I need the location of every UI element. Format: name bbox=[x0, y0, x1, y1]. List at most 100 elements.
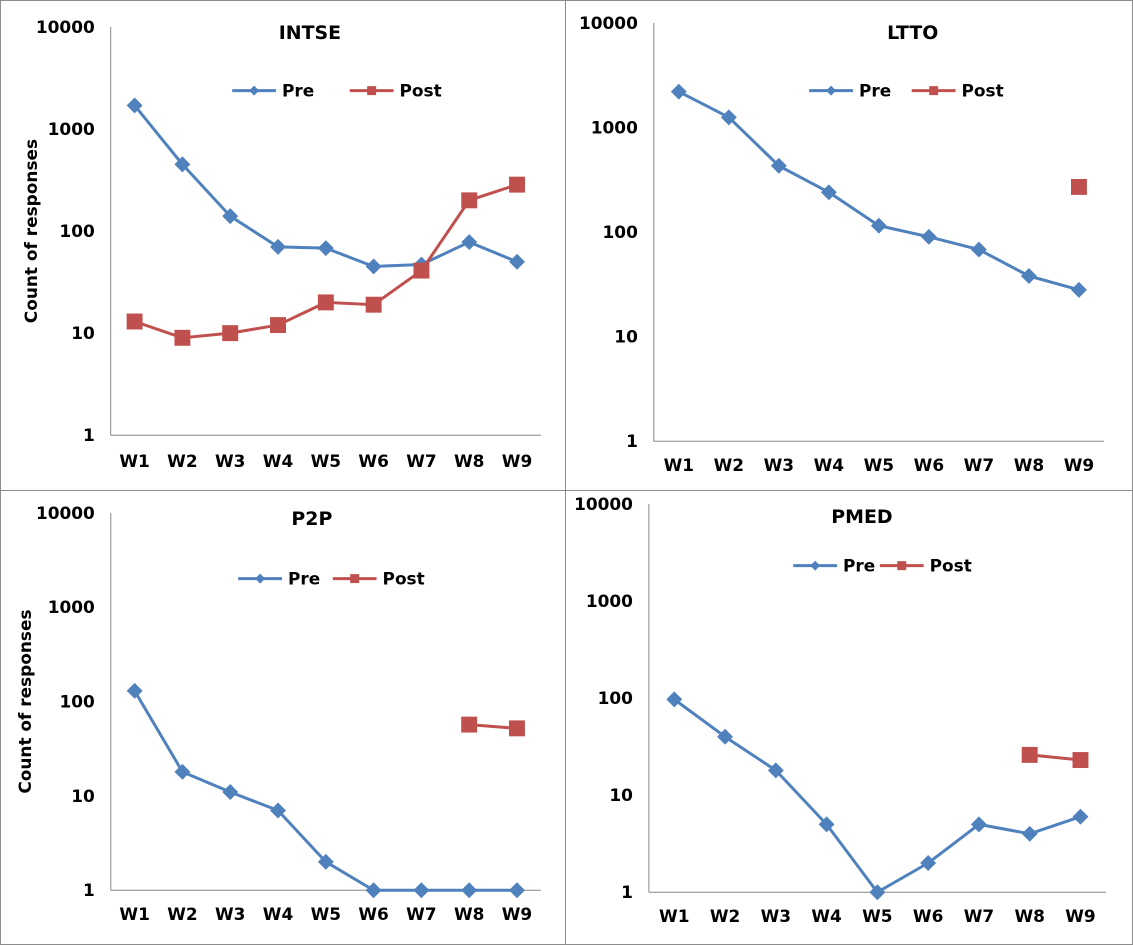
data-point-post bbox=[365, 296, 382, 313]
legend-entry-pre: Pre bbox=[238, 569, 320, 589]
series-line-post bbox=[134, 183, 518, 340]
y-tick-label: 100 bbox=[59, 221, 94, 241]
legend-entry-post: Post bbox=[911, 81, 1004, 101]
chart-title: LTTO bbox=[887, 22, 938, 44]
data-point-pre bbox=[174, 763, 191, 780]
data-point-pre bbox=[222, 784, 239, 800]
data-point-post bbox=[126, 313, 143, 330]
y-tick-label: 100 bbox=[60, 692, 95, 712]
data-point-post bbox=[413, 262, 430, 279]
y-tick-label: 1 bbox=[83, 880, 95, 900]
y-tick-label: 10000 bbox=[579, 13, 638, 33]
data-point-pre bbox=[1021, 825, 1038, 842]
data-point-pre bbox=[1072, 808, 1089, 825]
svg-text:Post: Post bbox=[962, 81, 1004, 101]
y-tick-label: 10 bbox=[609, 785, 633, 805]
x-tick-label: W7 bbox=[964, 906, 994, 926]
data-point-pre bbox=[717, 728, 734, 745]
x-tick-label: W1 bbox=[664, 455, 694, 475]
x-tick-label: W6 bbox=[358, 904, 388, 924]
x-tick-label: W5 bbox=[311, 904, 341, 924]
data-point-pre bbox=[770, 157, 787, 174]
x-tick-label: W1 bbox=[119, 904, 149, 924]
x-tick-label: W8 bbox=[454, 904, 484, 924]
chart-svg: 1 10 100 1000 10000 W1 W2 W3 W4 W5 W6 W7 W8 W9 INTSE Co… bbox=[21, 17, 541, 471]
x-tick-label: W9 bbox=[502, 451, 532, 471]
x-tick-label: W6 bbox=[913, 906, 943, 926]
data-point-post bbox=[461, 716, 478, 733]
svg-text:Post: Post bbox=[383, 569, 425, 589]
chart-title: PMED bbox=[831, 506, 892, 528]
y-tick-label: 10000 bbox=[574, 494, 633, 514]
chart-panel-intse: 1 10 100 1000 10000 W1 W2 W3 W4 W5 W6 W7 W8 W9 INTSE Co… bbox=[0, 0, 566, 491]
series-line-post bbox=[1029, 753, 1081, 762]
x-tick-label: W2 bbox=[714, 455, 744, 475]
y-tick-label: 1 bbox=[621, 882, 633, 902]
data-point-pre bbox=[666, 691, 683, 708]
data-point-pre bbox=[970, 241, 987, 258]
x-tick-label: W3 bbox=[761, 906, 791, 926]
svg-text:Pre: Pre bbox=[288, 569, 320, 589]
series-line-pre bbox=[673, 698, 1081, 894]
x-tick-label: W6 bbox=[358, 451, 388, 471]
data-point-pre bbox=[970, 816, 987, 833]
y-tick-label: 10000 bbox=[36, 17, 95, 37]
series-line-pre bbox=[678, 90, 1080, 292]
x-tick-label: W8 bbox=[454, 451, 484, 471]
data-point-pre bbox=[869, 884, 886, 901]
x-tick-label: W8 bbox=[1014, 906, 1044, 926]
data-point-pre bbox=[317, 853, 334, 870]
y-axis-label: Count of responses bbox=[21, 139, 41, 323]
y-axis-label: Count of responses bbox=[15, 610, 35, 794]
data-point-post bbox=[1072, 752, 1089, 769]
x-tick-label: W3 bbox=[215, 904, 245, 924]
y-tick-label: 100 bbox=[603, 222, 638, 242]
data-point-pre bbox=[670, 83, 687, 100]
data-point-pre bbox=[920, 228, 937, 245]
x-tick-label: W3 bbox=[215, 451, 245, 471]
x-tick-label: W8 bbox=[1014, 455, 1044, 475]
legend-entry-post: Post bbox=[349, 81, 442, 101]
data-point-pre bbox=[461, 882, 478, 899]
x-tick-label: W2 bbox=[167, 451, 197, 471]
data-point-pre bbox=[920, 855, 937, 871]
data-point-pre bbox=[767, 762, 784, 779]
y-tick-label: 1000 bbox=[48, 119, 95, 139]
x-tick-label: W7 bbox=[964, 455, 994, 475]
chart-panel-pmed: 1 10 100 1000 10000 W1 W2 W3 W4 W5 W6 W7 W8 W9 PMED Pre… bbox=[565, 490, 1133, 945]
data-point-pre bbox=[365, 882, 382, 899]
x-tick-label: W4 bbox=[814, 455, 844, 475]
x-tick-label: W7 bbox=[406, 451, 436, 471]
x-tick-label: W4 bbox=[263, 904, 293, 924]
legend-entry-pre: Pre bbox=[809, 81, 891, 101]
x-tick-label: W3 bbox=[764, 455, 794, 475]
data-point-pre bbox=[509, 253, 526, 270]
x-tick-label: W4 bbox=[263, 451, 293, 471]
data-point-post bbox=[509, 176, 526, 193]
y-tick-label: 100 bbox=[598, 688, 633, 708]
svg-text:Pre: Pre bbox=[282, 81, 314, 101]
data-point-post bbox=[461, 192, 478, 209]
legend-entry-pre: Pre bbox=[232, 81, 314, 101]
data-point-post bbox=[317, 294, 334, 311]
data-point-pre bbox=[365, 258, 382, 275]
chart-svg: 1 10 100 1000 10000 W1 W2 W3 W4 W5 W6 W7 W8 W9 P2P Coun… bbox=[15, 503, 541, 924]
svg-text:Post: Post bbox=[930, 556, 972, 576]
data-point-post bbox=[509, 720, 525, 737]
y-tick-label: 1000 bbox=[586, 591, 633, 611]
chart-title: P2P bbox=[291, 508, 332, 530]
chart-svg: 1 10 100 1000 10000 W1 W2 W3 W4 W5 W6 W7 W8 W9 PMED Pre… bbox=[574, 494, 1106, 926]
x-tick-label: W1 bbox=[659, 906, 689, 926]
x-tick-label: W5 bbox=[864, 455, 894, 475]
y-tick-label: 1 bbox=[83, 425, 95, 445]
chart-panel-ltto: 1 10 100 1000 10000 W1 W2 W3 W4 W5 W6 W7 W8 W9 LTTO Pre… bbox=[565, 0, 1133, 491]
data-point-post bbox=[174, 329, 191, 346]
data-point-pre bbox=[317, 240, 334, 257]
x-tick-label: W5 bbox=[311, 451, 341, 471]
data-point-pre bbox=[1020, 268, 1037, 284]
data-point-pre bbox=[126, 682, 143, 699]
x-tick-label: W2 bbox=[710, 906, 740, 926]
chart-title: INTSE bbox=[279, 22, 341, 44]
legend-entry-post: Post bbox=[332, 569, 425, 589]
x-tick-label: W7 bbox=[406, 904, 436, 924]
